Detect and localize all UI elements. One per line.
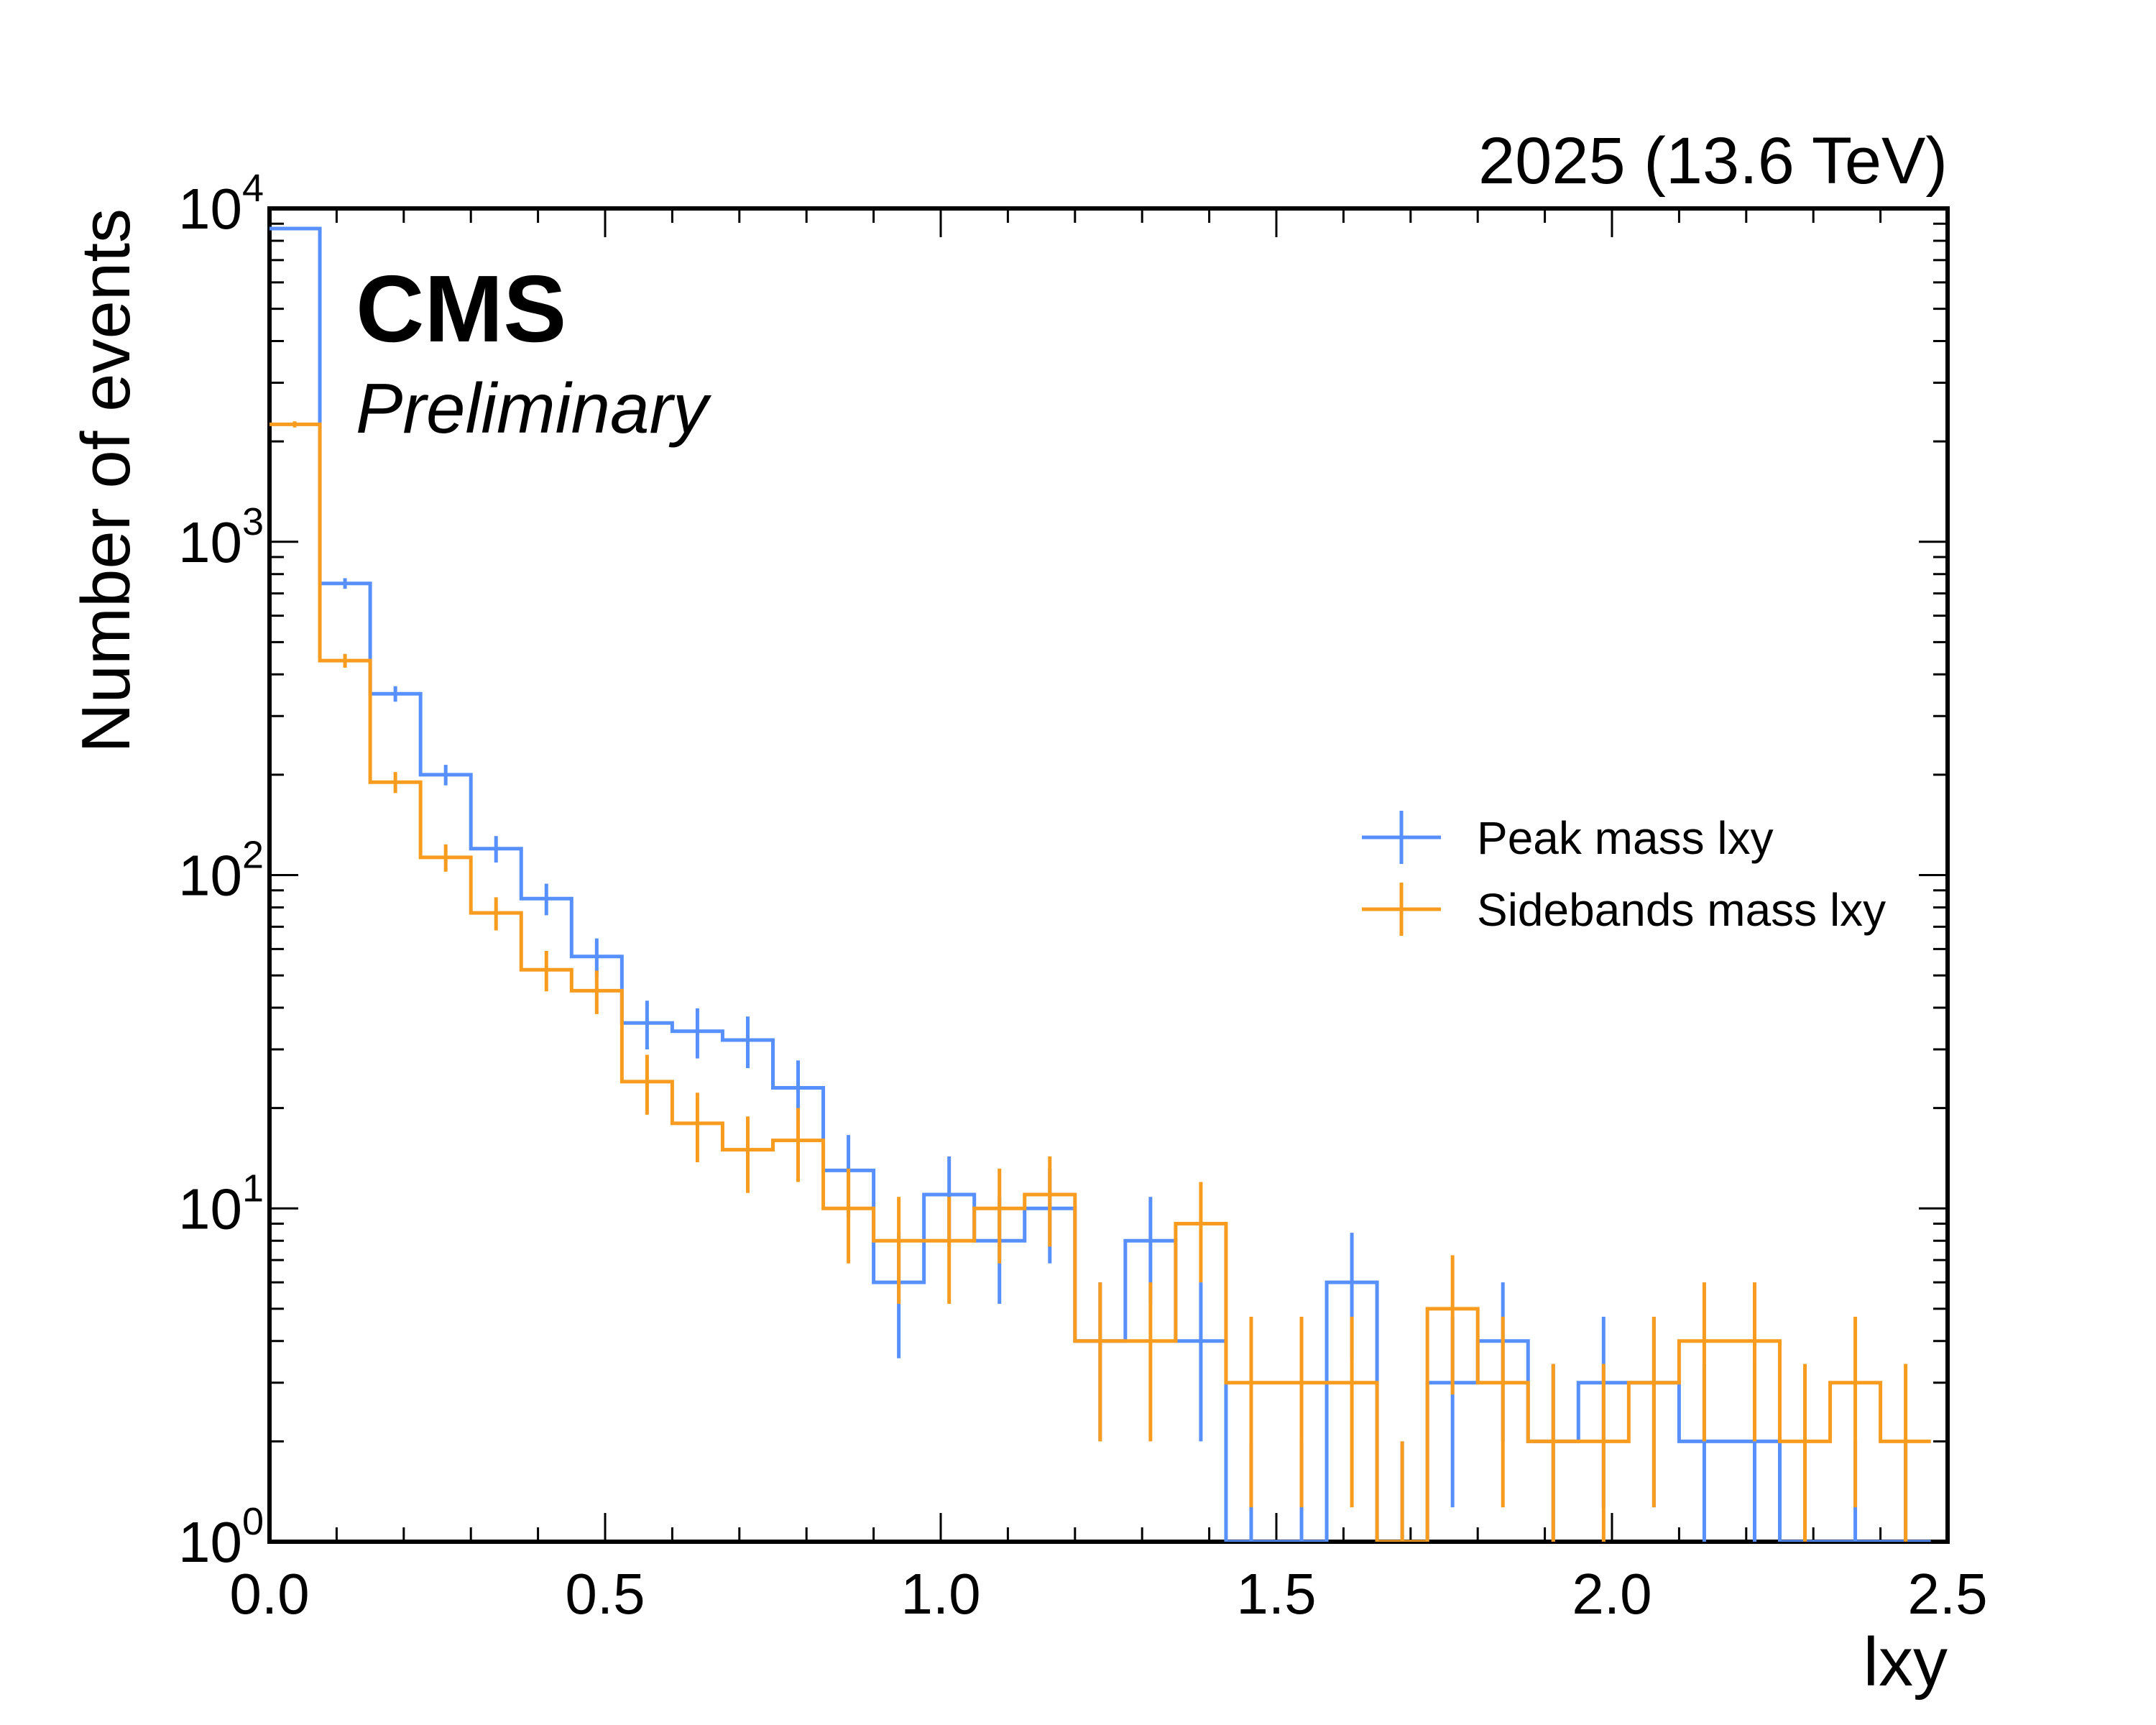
- y-axis-label: Number of events: [68, 208, 144, 753]
- legend-entry-sidebands: Sidebands mass lxy: [1362, 883, 1886, 936]
- axis-ticks: [268, 207, 1949, 1543]
- legend-label-sidebands: Sidebands mass lxy: [1477, 884, 1886, 936]
- legend: Peak mass lxy Sidebands mass lxy: [1362, 811, 1886, 936]
- y-tick-label: 103: [178, 500, 264, 574]
- x-tick-label: 2.0: [1572, 1562, 1651, 1626]
- y-tick-label: 102: [178, 834, 264, 908]
- y-tick-labels: 100 101 102 103 104: [178, 167, 264, 1574]
- status-label: Preliminary: [356, 369, 711, 448]
- y-tick-label: 100: [178, 1500, 264, 1574]
- series-layer: [270, 226, 1931, 1542]
- x-tick-label: 2.5: [1907, 1562, 1987, 1626]
- energy-label: 2025 (13.6 TeV): [1478, 124, 1948, 198]
- x-axis-label: lxy: [1864, 1624, 1948, 1701]
- series-1: [270, 421, 1931, 1542]
- legend-label-peak: Peak mass lxy: [1477, 812, 1774, 864]
- x-tick-label: 1.0: [900, 1562, 980, 1626]
- y-tick-label: 104: [178, 167, 264, 241]
- x-tick-label: 0.0: [229, 1562, 309, 1626]
- experiment-label: CMS: [356, 256, 566, 362]
- x-tick-label: 0.5: [565, 1562, 645, 1626]
- y-tick-label: 101: [178, 1167, 264, 1241]
- legend-entry-peak: Peak mass lxy: [1362, 811, 1774, 864]
- x-tick-labels: 0.0 0.5 1.0 1.5 2.0 2.5: [229, 1562, 1987, 1626]
- x-tick-label: 1.5: [1236, 1562, 1316, 1626]
